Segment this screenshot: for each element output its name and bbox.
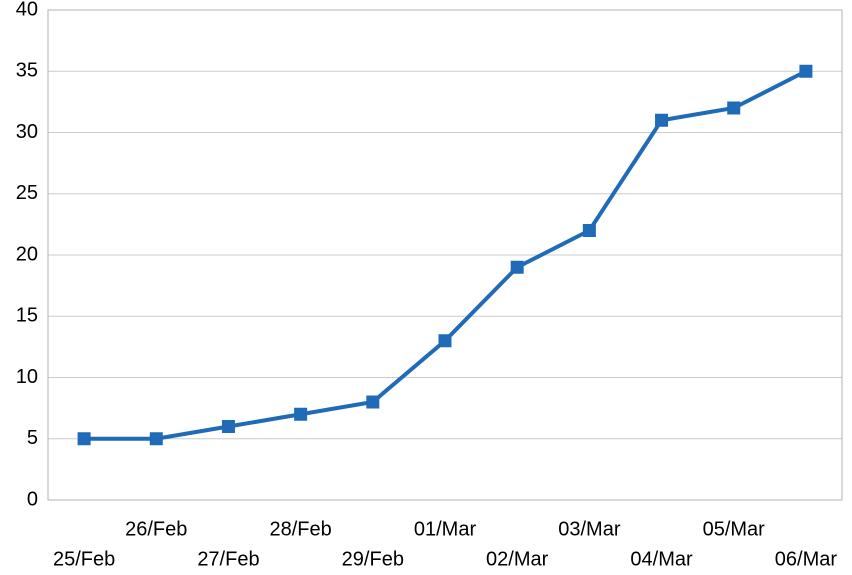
x-tick-label: 02/Mar: [486, 548, 549, 570]
x-tick-label: 05/Mar: [703, 518, 766, 540]
y-tick-label: 10: [16, 366, 38, 388]
y-tick-label: 35: [16, 60, 38, 82]
y-tick-label: 5: [27, 427, 38, 449]
x-tick-label: 29/Feb: [342, 548, 404, 570]
chart-background: [0, 0, 852, 575]
data-marker: [728, 102, 740, 114]
x-tick-label: 26/Feb: [125, 518, 187, 540]
data-marker: [511, 261, 523, 273]
line-chart: 0 5 10 15 20 25 30 35 40 25/Feb 26/Feb 27/Feb 28/Feb…: [0, 0, 852, 575]
x-tick-label: 27/Feb: [197, 548, 259, 570]
y-tick-label: 30: [16, 121, 38, 143]
y-tick-label: 0: [27, 488, 38, 510]
data-marker: [78, 433, 90, 445]
data-marker: [222, 421, 234, 433]
data-marker: [367, 396, 379, 408]
chart-svg: 0 5 10 15 20 25 30 35 40 25/Feb 26/Feb 27/Feb 28/Feb…: [0, 0, 852, 575]
x-tick-label: 06/Mar: [775, 548, 838, 570]
x-tick-label: 28/Feb: [270, 518, 332, 540]
data-marker: [295, 408, 307, 420]
x-tick-label: 04/Mar: [630, 548, 693, 570]
data-marker: [150, 433, 162, 445]
data-marker: [583, 225, 595, 237]
y-tick-label: 25: [16, 182, 38, 204]
data-marker: [800, 65, 812, 77]
y-tick-label: 40: [16, 0, 38, 20]
y-tick-label: 15: [16, 305, 38, 327]
x-tick-label: 25/Feb: [53, 548, 115, 570]
x-tick-label: 03/Mar: [558, 518, 621, 540]
data-marker: [439, 335, 451, 347]
x-tick-label: 01/Mar: [414, 518, 477, 540]
data-marker: [656, 114, 668, 126]
y-tick-label: 20: [16, 243, 38, 265]
